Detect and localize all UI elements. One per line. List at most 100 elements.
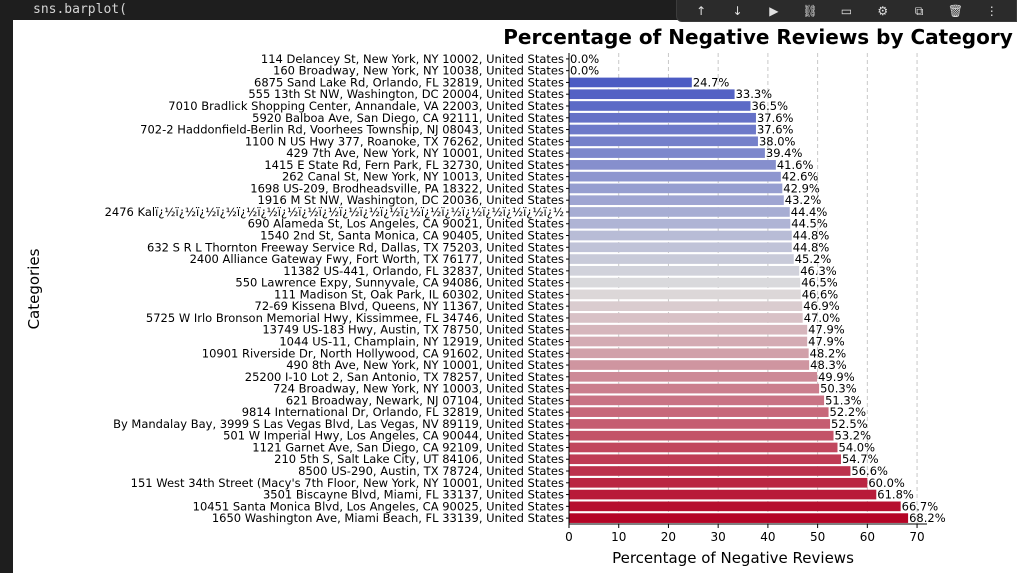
category-label: 555 13th St NW, Washington, DC 20004, Un…: [248, 87, 564, 101]
bar: [569, 136, 758, 147]
x-tick-label: 0: [565, 530, 573, 544]
category-label: 210 5th S, Salt Lake City, UT 84106, Uni…: [274, 452, 564, 466]
category-label: 501 W Imperial Hwy, Los Angeles, CA 9004…: [223, 429, 564, 443]
value-label: 46.3%: [800, 264, 837, 278]
category-label: 3501 Biscayne Blvd, Miami, FL 33137, Uni…: [263, 488, 564, 502]
category-label: 724 Broadway, New York, NY 10003, United…: [273, 382, 564, 396]
category-label: 9814 International Dr, Orlando, FL 32819…: [242, 405, 564, 419]
run-icon[interactable]: ▶: [769, 3, 779, 18]
value-label: 36.5%: [751, 99, 788, 113]
bar-chart: Percentage of Negative Reviews by Catego…: [13, 20, 1017, 573]
category-label: 262 Canal St, New York, NY 10013, United…: [282, 170, 564, 184]
value-label: 37.6%: [757, 111, 794, 125]
category-label: 151 West 34th Street (Macy's 7th Floor, …: [131, 476, 564, 490]
category-label: 621 Broadway, Newark, NJ 07104, United S…: [286, 393, 564, 407]
value-label: 56.6%: [851, 464, 888, 478]
category-label: 11382 US-441, Orlando, FL 32837, United …: [283, 264, 564, 278]
value-labels: 0.0%0.0%24.7%33.3%36.5%37.6%37.6%38.0%39…: [570, 52, 946, 525]
value-label: 42.9%: [783, 181, 820, 195]
bar: [569, 348, 809, 359]
value-label: 52.2%: [830, 405, 867, 419]
link-icon[interactable]: ⛓: [802, 3, 818, 18]
x-tick-label: 60: [860, 530, 875, 544]
category-label: 7010 Bradlick Shopping Center, Annandale…: [168, 99, 564, 113]
category-label: 2400 Alliance Gateway Fwy, Fort Worth, T…: [190, 252, 564, 266]
value-label: 47.9%: [808, 323, 845, 337]
value-label: 51.3%: [825, 393, 862, 407]
bar: [569, 277, 801, 288]
bar: [569, 336, 808, 347]
value-label: 48.2%: [810, 346, 847, 360]
bar: [569, 442, 838, 453]
bar: [569, 230, 792, 241]
value-label: 43.2%: [785, 193, 822, 207]
category-label: 114 Delancey St, New York, NY 10002, Uni…: [261, 52, 564, 66]
value-label: 44.8%: [793, 229, 830, 243]
bar: [569, 513, 909, 523]
category-label: 1121 Garnet Ave, San Diego, CA 92109, Un…: [252, 440, 564, 454]
value-label: 44.4%: [791, 205, 828, 219]
x-tick-label: 30: [711, 530, 726, 544]
category-label: 550 Lawrence Expy, Sunnyvale, CA 94086, …: [235, 276, 564, 290]
value-label: 53.2%: [835, 429, 872, 443]
bar: [569, 324, 808, 335]
bar: [569, 407, 829, 417]
bar: [569, 77, 692, 88]
category-label: 5920 Balboa Ave, San Diego, CA 92111, Un…: [252, 111, 564, 125]
value-label: 33.3%: [736, 87, 773, 101]
category-label: 6875 Sand Lake Rd, Orlando, FL 32819, Un…: [254, 75, 564, 89]
bar: [569, 242, 792, 253]
value-label: 24.7%: [693, 75, 730, 89]
move-down-icon[interactable]: ↓: [732, 3, 743, 18]
category-label: 632 S R L Thornton Freeway Service Rd, D…: [147, 240, 564, 254]
category-label: 10901 Riverside Dr, North Hollywood, CA …: [202, 346, 564, 360]
category-label: 1100 N US Hwy 377, Roanoke, TX 76262, Un…: [245, 134, 564, 148]
code-line: sns.barplot(: [33, 2, 127, 17]
value-label: 42.6%: [782, 170, 819, 184]
comment-icon[interactable]: ▭: [840, 3, 853, 18]
value-label: 37.6%: [757, 123, 794, 137]
gear-icon[interactable]: ⚙: [877, 3, 889, 18]
x-tick-label: 40: [760, 530, 775, 544]
bar: [569, 89, 735, 100]
category-label: 10451 Santa Monica Blvd, Los Angeles, CA…: [193, 499, 564, 513]
category-label: 702-2 Haddonfield-Berlin Rd, Voorhees To…: [140, 123, 564, 137]
category-label: 490 8th Ave, New York, NY 10001, United …: [286, 358, 564, 372]
category-label: By Mandalay Bay, 3999 S Las Vegas Blvd, …: [113, 417, 564, 431]
bar: [569, 371, 818, 382]
more-icon[interactable]: ⋮: [985, 3, 998, 18]
value-label: 44.8%: [793, 240, 830, 254]
category-label: 1698 US-209, Brodheadsville, PA 18322, U…: [250, 181, 564, 195]
bar: [569, 101, 751, 111]
category-label: 1540 2nd St, Santa Monica, CA 90405, Uni…: [260, 229, 564, 243]
value-label: 0.0%: [570, 64, 599, 78]
value-label: 39.4%: [766, 146, 803, 160]
bar: [569, 218, 791, 229]
x-tick-label: 70: [909, 530, 924, 544]
delete-icon[interactable]: 🗑: [947, 3, 964, 18]
value-label: 50.3%: [820, 382, 857, 396]
chart-title: Percentage of Negative Reviews by Catego…: [503, 25, 1012, 49]
bar: [569, 430, 834, 441]
bar: [569, 183, 783, 194]
category-label: 1044 US-11, Champlain, NY 12919, United …: [279, 334, 564, 348]
bar: [569, 360, 810, 370]
value-label: 47.9%: [808, 334, 845, 348]
x-axis-label: Percentage of Negative Reviews: [612, 549, 854, 567]
value-label: 46.9%: [803, 299, 840, 313]
cell-toolbar: ↑ ↓ ▶ ⛓ ▭ ⚙ ⧉ 🗑 ⋮: [676, 0, 1017, 22]
move-up-icon[interactable]: ↑: [696, 3, 707, 18]
value-label: 47.0%: [804, 311, 841, 325]
bar: [569, 148, 765, 158]
bars: [569, 77, 909, 523]
x-tick-label: 20: [661, 530, 676, 544]
x-tick-label: 10: [611, 530, 626, 544]
bar: [569, 419, 831, 429]
copy-icon[interactable]: ⧉: [914, 3, 924, 18]
bar: [569, 266, 800, 276]
bar: [569, 195, 784, 206]
bar: [569, 207, 790, 217]
category-label: 111 Madison St, Oak Park, IL 60302, Unit…: [274, 287, 564, 301]
category-label: 25200 I-10 Lot 2, San Antonio, TX 78257,…: [245, 370, 564, 384]
value-label: 44.5%: [791, 217, 828, 231]
